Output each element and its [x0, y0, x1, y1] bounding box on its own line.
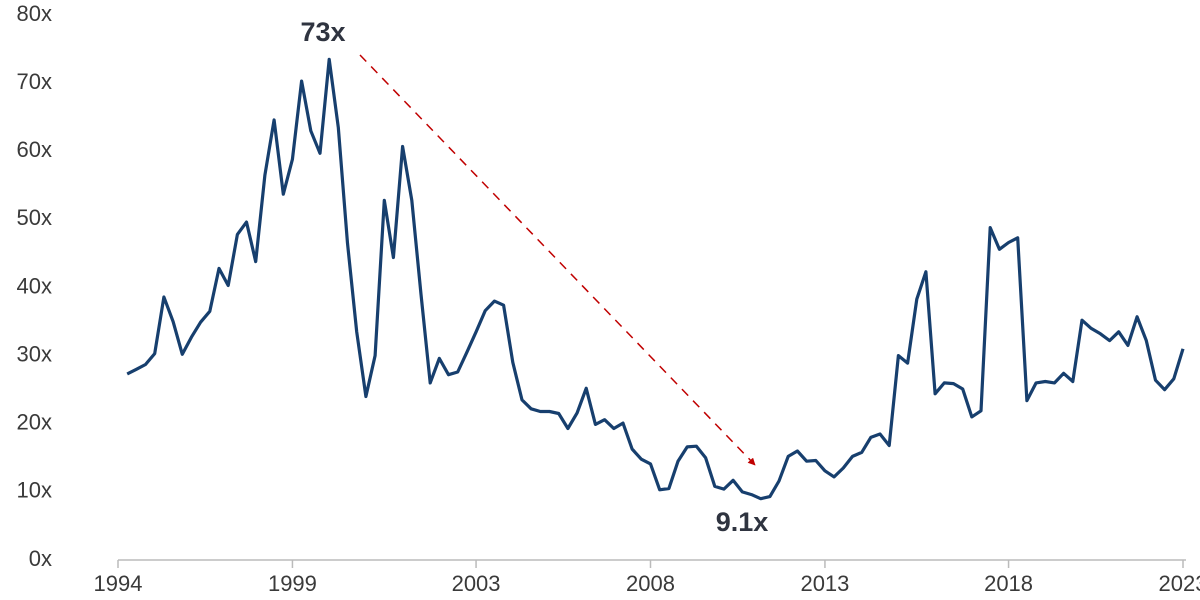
x-tick-label: 2008 [626, 571, 675, 596]
y-tick-label: 60x [17, 137, 52, 162]
x-tick-label: 1994 [94, 571, 143, 596]
y-tick-label: 40x [17, 273, 52, 298]
annotation: 9.1x [716, 507, 769, 537]
y-tick-label: 0x [29, 546, 52, 571]
x-tick-label: 2023 [1159, 571, 1200, 596]
annotation: 73x [300, 17, 345, 47]
x-tick-label: 2013 [800, 571, 849, 596]
x-tick-label: 1999 [268, 571, 317, 596]
y-tick-label: 80x [17, 1, 52, 26]
x-tick-label: 2003 [452, 571, 501, 596]
y-tick-label: 50x [17, 205, 52, 230]
y-tick-label: 30x [17, 341, 52, 366]
y-tick-label: 70x [17, 69, 52, 94]
y-tick-label: 10x [17, 478, 52, 503]
x-tick-label: 2018 [984, 571, 1033, 596]
series-line [126, 57, 1185, 501]
y-tick-label: 20x [17, 410, 52, 435]
